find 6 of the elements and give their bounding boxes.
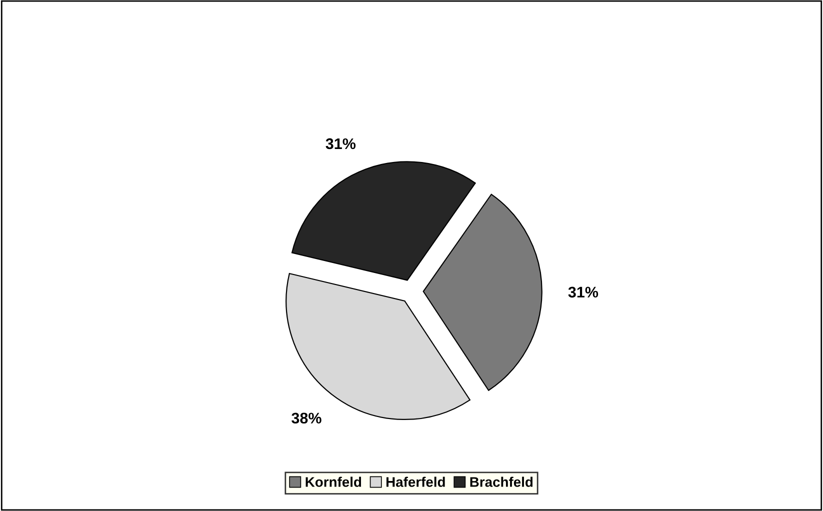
data-label: 31% (326, 138, 356, 150)
data-label: 31% (568, 286, 598, 298)
legend-label: Brachfeld (470, 476, 533, 487)
legend-label: Haferfeld (386, 476, 445, 487)
legend-label: Kornfeld (306, 476, 362, 487)
data-label: 38% (292, 412, 322, 424)
